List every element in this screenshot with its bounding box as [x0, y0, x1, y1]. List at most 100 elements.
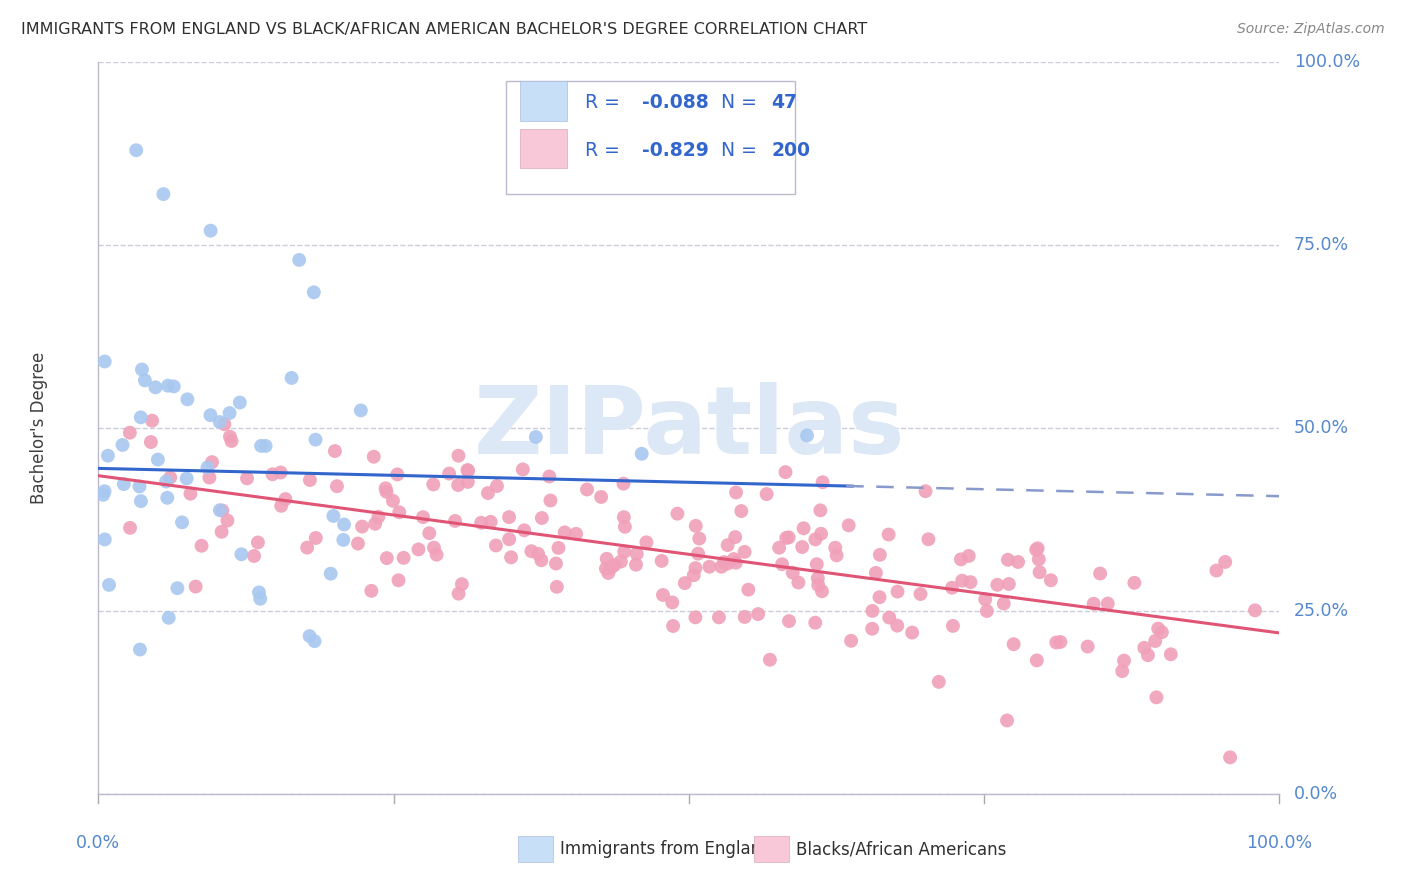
Point [146, 452, 169, 467]
Point [498, 510, 520, 524]
Point [208, 503, 231, 517]
Point [408, 542, 430, 557]
Point [914, 484, 936, 499]
Point [221, 434, 243, 448]
Point [93, 484, 115, 499]
Point [734, 610, 756, 624]
Point [652, 588, 675, 602]
Point [755, 487, 778, 501]
Point [778, 614, 800, 628]
FancyBboxPatch shape [506, 81, 796, 194]
Point [796, 428, 818, 442]
Point [613, 520, 636, 534]
Point [699, 559, 721, 574]
Point [141, 414, 163, 428]
Text: 200: 200 [772, 141, 811, 160]
Point [724, 485, 747, 500]
Text: 0.0%: 0.0% [1294, 785, 1337, 803]
Text: Blacks/African Americans: Blacks/African Americans [796, 840, 1007, 858]
Point [131, 362, 153, 376]
Text: 75.0%: 75.0% [1294, 236, 1348, 254]
Point [444, 514, 467, 528]
Point [941, 581, 963, 595]
Point [451, 577, 474, 591]
Point [730, 504, 752, 518]
Point [270, 499, 292, 513]
Text: N =: N = [721, 93, 762, 112]
Point [304, 433, 326, 447]
Point [603, 558, 626, 573]
Point [270, 466, 292, 480]
Point [326, 479, 349, 493]
Point [808, 503, 831, 517]
Point [1219, 750, 1241, 764]
Point [1028, 552, 1050, 566]
Point [381, 493, 404, 508]
Point [839, 633, 862, 648]
Point [917, 533, 939, 547]
Point [688, 547, 710, 561]
Point [716, 557, 738, 571]
Point [775, 531, 797, 545]
Point [591, 490, 613, 504]
Point [1136, 648, 1159, 663]
Point [219, 430, 242, 444]
Point [477, 486, 499, 500]
Point [793, 521, 815, 535]
Point [456, 463, 478, 477]
Point [1025, 653, 1047, 667]
Text: 100.0%: 100.0% [1246, 834, 1313, 852]
Point [280, 371, 302, 385]
Point [211, 503, 233, 517]
Point [682, 568, 704, 582]
Point [208, 415, 231, 429]
Point [360, 583, 382, 598]
Point [792, 540, 814, 554]
Point [447, 587, 470, 601]
Point [547, 541, 569, 555]
Point [152, 187, 174, 202]
Point [949, 552, 972, 566]
Point [613, 510, 636, 524]
Point [323, 444, 346, 458]
Point [804, 533, 827, 547]
Point [596, 551, 619, 566]
Point [538, 469, 561, 483]
Point [364, 516, 387, 531]
Point [304, 634, 326, 648]
Point [112, 477, 135, 491]
Point [886, 584, 908, 599]
Point [129, 494, 152, 508]
Point [901, 625, 924, 640]
Point [352, 519, 374, 533]
Point [869, 548, 891, 562]
Point [636, 535, 658, 549]
Point [787, 575, 810, 590]
Point [145, 380, 167, 394]
Point [877, 610, 900, 624]
Point [392, 550, 415, 565]
Point [1097, 597, 1119, 611]
Point [375, 484, 398, 499]
Point [118, 425, 141, 440]
Point [554, 525, 576, 540]
Point [1026, 541, 1049, 556]
Point [806, 557, 828, 571]
Text: -0.088: -0.088 [641, 93, 709, 112]
Point [97, 449, 120, 463]
Point [737, 582, 759, 597]
Point [298, 629, 321, 643]
Point [673, 576, 696, 591]
Point [319, 566, 342, 581]
Point [612, 476, 634, 491]
Point [810, 526, 832, 541]
Point [723, 552, 745, 566]
Point [1160, 648, 1182, 662]
Point [685, 519, 707, 533]
Point [688, 532, 710, 546]
Point [249, 591, 271, 606]
Point [877, 527, 900, 541]
Point [1213, 555, 1236, 569]
Point [565, 526, 588, 541]
Point [447, 478, 470, 492]
